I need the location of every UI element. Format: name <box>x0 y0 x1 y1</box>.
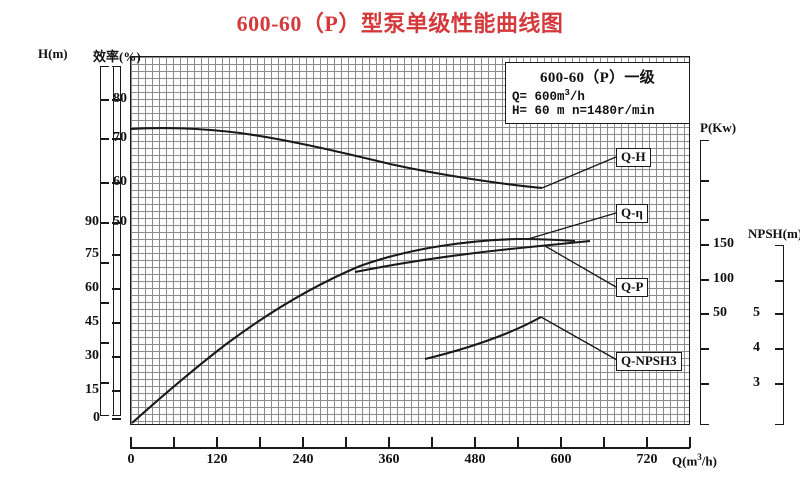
flow-axis-label: 120 <box>206 452 228 467</box>
head-axis-tick <box>100 302 109 304</box>
efficiency-axis-rail <box>112 66 121 416</box>
efficiency-axis-caption: 效率(%) <box>93 49 141 64</box>
qp-curve-label: Q-P <box>616 278 649 297</box>
power-axis-tick <box>700 279 709 281</box>
head-axis-caption: H(m) <box>38 46 68 61</box>
pump-spec-box: 600-60（P）一级 Q= 600m3/h H= 60 m n=1480r/m… <box>505 62 690 125</box>
qeta-curve-label: Q-η <box>616 204 648 223</box>
power-axis-caption: P(Kw) <box>700 120 737 135</box>
efficiency-axis-tick <box>112 288 121 290</box>
efficiency-axis-tick <box>112 356 121 358</box>
npsh-axis-tick <box>775 348 784 350</box>
head-axis-tick <box>100 182 109 184</box>
power-axis-tick <box>700 180 709 182</box>
npsh-axis-rail <box>775 245 784 425</box>
flow-axis-tick <box>474 437 476 448</box>
npsh-axis-tick <box>775 280 784 282</box>
pump-flow-label: Q= 600m3/h <box>512 88 585 105</box>
flow-axis-tick <box>603 437 605 448</box>
head-axis-tick <box>100 342 109 344</box>
efficiency-axis-label: 0 <box>93 410 100 425</box>
flow-axis-tick <box>302 437 304 448</box>
flow-axis-tick <box>431 437 433 448</box>
flow-axis-caption: Q(m3/h) <box>672 452 717 469</box>
head-axis-tick <box>100 262 109 264</box>
efficiency-axis-tick <box>112 99 121 101</box>
flow-axis-tick <box>646 437 648 448</box>
flow-axis-label: 0 <box>127 452 135 467</box>
power-axis-label: 150 <box>713 236 734 251</box>
efficiency-axis-tick <box>112 418 121 420</box>
efficiency-axis-label: 15 <box>85 382 99 397</box>
efficiency-axis-label: 45 <box>85 314 99 329</box>
efficiency-axis-label: 75 <box>85 246 99 261</box>
power-axis-label: 100 <box>713 271 734 286</box>
efficiency-axis-label: 30 <box>85 348 99 363</box>
efficiency-axis-tick <box>112 222 121 224</box>
flow-axis-tick <box>216 437 218 448</box>
power-axis-tick <box>700 244 709 246</box>
efficiency-axis-tick <box>112 390 121 392</box>
npsh-axis-label: 5 <box>753 305 760 320</box>
flow-axis-tick <box>388 437 390 448</box>
npsh-axis-tick <box>775 383 784 385</box>
pump-model-label: 600-60（P）一级 <box>540 70 655 86</box>
npsh-axis-label: 3 <box>753 375 760 390</box>
power-axis-tick <box>700 313 709 315</box>
efficiency-axis-label: 90 <box>85 214 99 229</box>
npsh-axis-tick <box>775 313 784 315</box>
head-axis-tick <box>100 99 109 101</box>
power-axis-label: 50 <box>713 305 727 320</box>
flow-axis-label: 720 <box>636 452 658 467</box>
flow-axis-tick <box>130 437 132 448</box>
flow-axis-tick <box>173 437 175 448</box>
flow-axis-tick <box>259 437 261 448</box>
npsh-axis-caption: NPSH(m) <box>748 226 800 241</box>
efficiency-axis-label: 60 <box>85 280 99 295</box>
head-axis-tick <box>100 138 109 140</box>
efficiency-axis-tick <box>112 322 121 324</box>
flow-axis-tick <box>689 437 691 448</box>
head-axis-tick <box>100 382 109 384</box>
power-axis-tick <box>700 348 709 350</box>
flow-axis-label: 480 <box>464 452 486 467</box>
flow-axis-line <box>130 447 690 449</box>
flow-axis-tick <box>560 437 562 448</box>
power-axis-tick <box>700 219 709 221</box>
page-title: 600-60（P）型泵单级性能曲线图 <box>236 11 564 36</box>
npsh-axis-label: 4 <box>753 340 760 355</box>
head-axis-tick <box>100 222 109 224</box>
qnpsh-curve-label: Q-NPSH3 <box>616 352 682 371</box>
flow-axis-tick <box>517 437 519 448</box>
head-axis-rail <box>100 66 109 416</box>
power-axis-tick <box>700 383 709 385</box>
efficiency-axis-tick <box>112 182 121 184</box>
flow-axis-label: 600 <box>550 452 572 467</box>
qh-curve-label: Q-H <box>616 148 651 167</box>
flow-axis-label: 360 <box>378 452 400 467</box>
flow-axis-label: 240 <box>292 452 314 467</box>
efficiency-axis-tick <box>112 138 121 140</box>
flow-axis-tick <box>345 437 347 448</box>
efficiency-axis-tick <box>112 254 121 256</box>
pump-head-speed-label: H= 60 m n=1480r/min <box>512 104 655 119</box>
power-axis-rail <box>700 140 709 425</box>
